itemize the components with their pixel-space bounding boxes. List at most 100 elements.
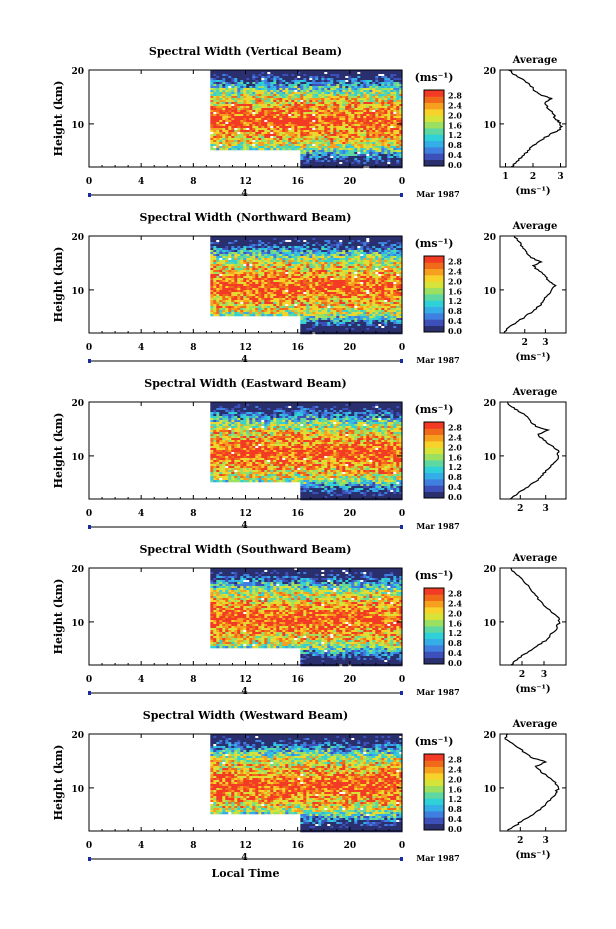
heat-cell (372, 72, 376, 75)
heat-cell (297, 138, 301, 141)
heat-cell (234, 102, 238, 105)
heat-cell (255, 292, 259, 295)
heat-cell (219, 308, 223, 311)
heat-cell (240, 114, 244, 117)
heat-cell (276, 148, 280, 151)
heat-cell (234, 244, 238, 247)
heat-cell (246, 252, 250, 255)
heat-cell (288, 302, 292, 305)
heat-cell (255, 252, 259, 255)
heat-cell (270, 276, 274, 279)
heat-cell (363, 122, 367, 125)
heat-cell (219, 148, 223, 151)
heat-cell (372, 84, 376, 87)
colorbar-segment (424, 134, 444, 141)
heat-cell (270, 124, 274, 127)
heat-cell (225, 312, 229, 315)
heat-cell (270, 84, 274, 87)
heat-cell (243, 122, 247, 125)
heat-cell (267, 290, 271, 293)
heat-cell (294, 122, 298, 125)
heat-cell (342, 148, 346, 151)
heat-cell (351, 98, 355, 101)
heat-cell (399, 110, 403, 113)
heat-cell (303, 312, 307, 315)
heat-cell (258, 258, 262, 261)
heat-cell (213, 128, 217, 131)
x-tick-label: 20 (344, 177, 357, 187)
heat-cell (249, 120, 253, 123)
heat-cell (336, 268, 340, 271)
heat-cell (228, 132, 232, 135)
heat-cell (315, 326, 319, 329)
heat-cell (282, 94, 286, 97)
heat-cell (306, 164, 310, 167)
heat-cell (246, 298, 250, 301)
heat-cell (315, 96, 319, 99)
heat-cell (264, 88, 268, 91)
heat-cell (366, 72, 370, 75)
heat-cell (375, 142, 379, 145)
heat-cell (330, 274, 334, 277)
heat-cell (312, 98, 316, 101)
heat-cell (363, 100, 367, 103)
heat-cell (243, 270, 247, 273)
heat-cell (288, 92, 292, 95)
heat-cell (267, 244, 271, 247)
heat-cell (324, 120, 328, 123)
heat-cell (273, 258, 277, 261)
heat-cell (363, 118, 367, 121)
heat-cell (267, 76, 271, 79)
heat-cell (273, 114, 277, 117)
heat-cell (303, 268, 307, 271)
heat-cell (252, 80, 256, 83)
heat-cell (318, 266, 322, 269)
heat-cell (285, 312, 289, 315)
heat-cell (357, 84, 361, 87)
heat-cell (294, 86, 298, 89)
heat-cell (360, 142, 364, 145)
heat-cell (279, 140, 283, 143)
heat-cell (258, 120, 262, 123)
heat-cell (258, 126, 262, 129)
heat-cell (309, 156, 313, 159)
heat-cell (261, 130, 265, 133)
heat-cell (306, 134, 310, 137)
heat-cell (330, 236, 334, 239)
heat-cell (261, 274, 265, 277)
heat-cell (375, 152, 379, 155)
heat-cell (282, 124, 286, 127)
x-tick-label: 8 (190, 177, 196, 187)
heat-cell (300, 130, 304, 133)
heat-cell (249, 240, 253, 243)
heat-cell (213, 270, 217, 273)
dropout-cell (261, 78, 265, 80)
heat-cell (261, 242, 265, 245)
heat-cell (339, 78, 343, 81)
heat-cell (222, 94, 226, 97)
heat-cell (228, 302, 232, 305)
heat-cell (258, 262, 262, 265)
heat-cell (297, 82, 301, 85)
heat-cell (264, 90, 268, 93)
heat-cell (210, 70, 214, 73)
heat-cell (237, 252, 241, 255)
heat-cell (258, 300, 262, 303)
heat-cell (369, 76, 373, 79)
heat-cell (369, 70, 373, 73)
heat-cell (273, 294, 277, 297)
heat-cell (261, 264, 265, 267)
heat-cell (264, 284, 268, 287)
heat-cell (261, 240, 265, 243)
heat-cell (270, 112, 274, 115)
profile-y-tick-label: 10 (483, 121, 496, 131)
heat-cell (384, 78, 388, 81)
heat-cell (330, 130, 334, 133)
heat-cell (291, 300, 295, 303)
heat-cell (309, 86, 313, 89)
heat-cell (285, 258, 289, 261)
heat-cell (261, 144, 265, 147)
heat-cell (327, 104, 331, 107)
heat-cell (219, 314, 223, 317)
heat-cell (381, 98, 385, 101)
